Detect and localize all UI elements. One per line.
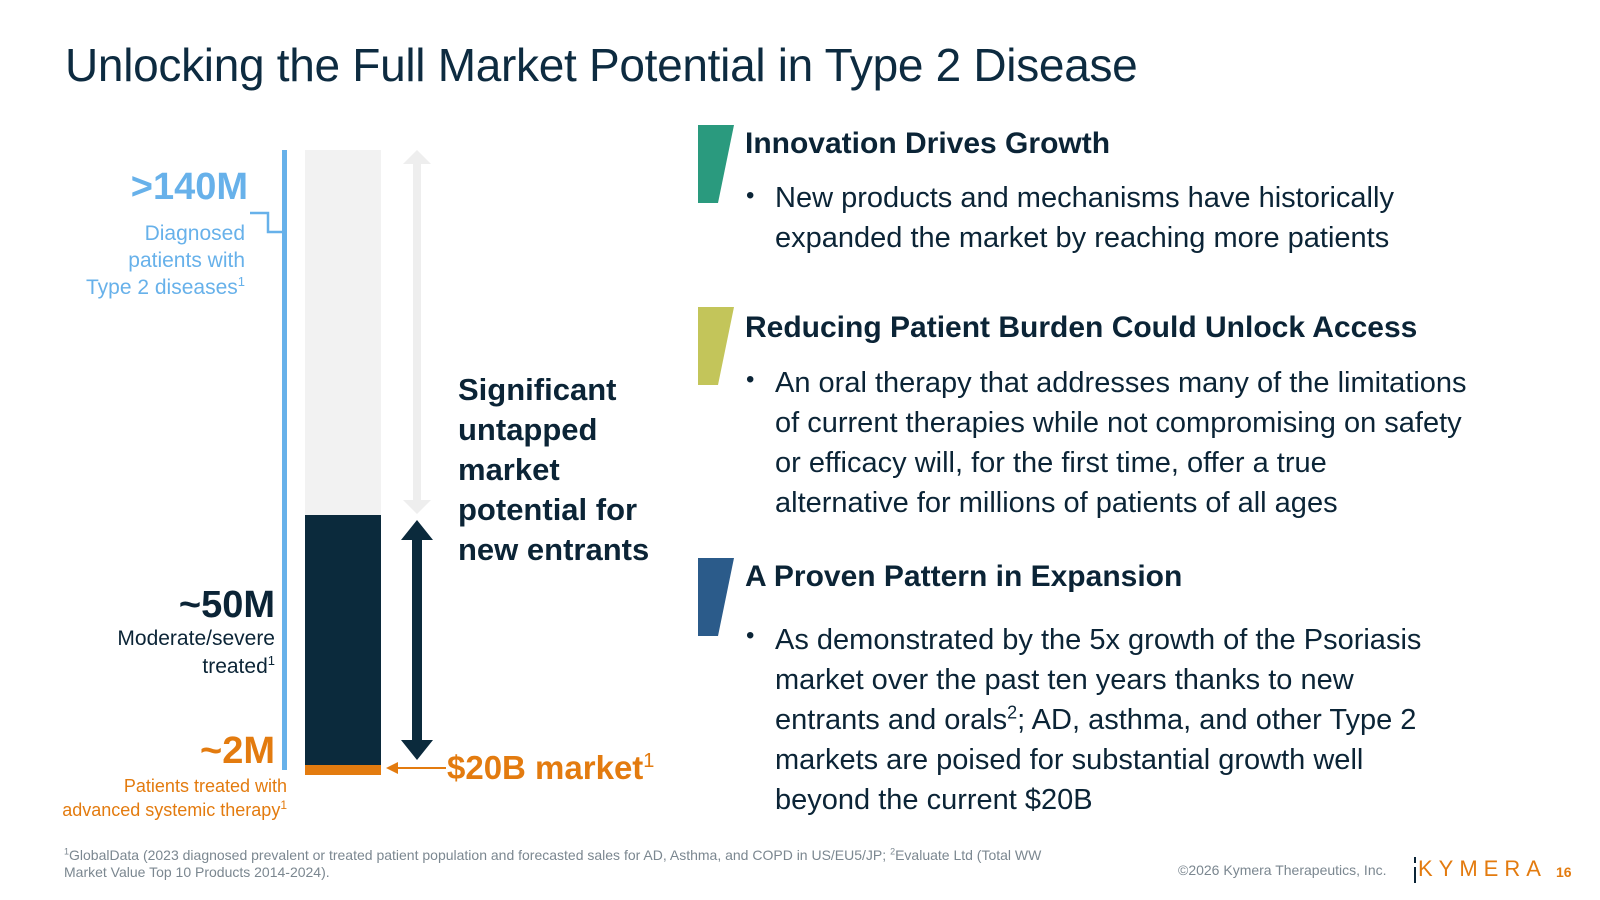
untapped-population-bar	[305, 150, 381, 515]
section-heading-patient-burden: Reducing Patient Burden Could Unlock Acc…	[745, 311, 1418, 344]
bullet-icon: •	[746, 366, 755, 393]
market-arrows	[401, 150, 433, 760]
footnote: 1GlobalData (2023 diagnosed prevalent or…	[64, 846, 1042, 880]
advanced-therapy-description: Patients treated with advanced systemic …	[62, 776, 287, 820]
market-size-label: $20B market1	[447, 749, 655, 786]
page-number: 16	[1556, 864, 1572, 880]
diagnosed-value: >140M	[130, 166, 248, 208]
bullet-icon: •	[746, 622, 755, 649]
bullet-icon: •	[746, 182, 755, 209]
moderate-severe-description: Moderate/severe treated1	[117, 627, 275, 678]
section-flag-icon	[698, 307, 734, 385]
population-axis-line	[282, 150, 287, 770]
section-bullet-patient-burden: An oral therapy that addresses many of t…	[775, 367, 1467, 519]
section-heading-proven-pattern: A Proven Pattern in Expansion	[745, 560, 1183, 593]
untapped-market-callout: Significant untapped market potential fo…	[458, 372, 650, 567]
section-bullet-proven-pattern: As demonstrated by the 5x growth of the …	[775, 624, 1422, 816]
market-pointer-arrow	[386, 762, 446, 774]
kymera-logo-mark-icon	[1414, 857, 1416, 883]
page-title: Unlocking the Full Market Potential in T…	[65, 39, 1138, 91]
diagnosed-connector	[250, 211, 284, 234]
section-flag-icon	[698, 558, 734, 636]
kymera-logo: KYMERA	[1418, 856, 1547, 881]
advanced-therapy-value: ~2M	[200, 730, 275, 772]
treated-population-bar	[305, 515, 381, 765]
advanced-therapy-bar	[305, 765, 381, 775]
section-flag-icon	[698, 125, 734, 203]
copyright: ©2026 Kymera Therapeutics, Inc.	[1178, 862, 1387, 878]
diagnosed-description: Diagnosed patients with Type 2 diseases1	[86, 222, 245, 299]
section-bullet-innovation: New products and mechanisms have histori…	[775, 182, 1394, 254]
moderate-severe-value: ~50M	[178, 584, 275, 626]
section-heading-innovation: Innovation Drives Growth	[745, 127, 1111, 160]
